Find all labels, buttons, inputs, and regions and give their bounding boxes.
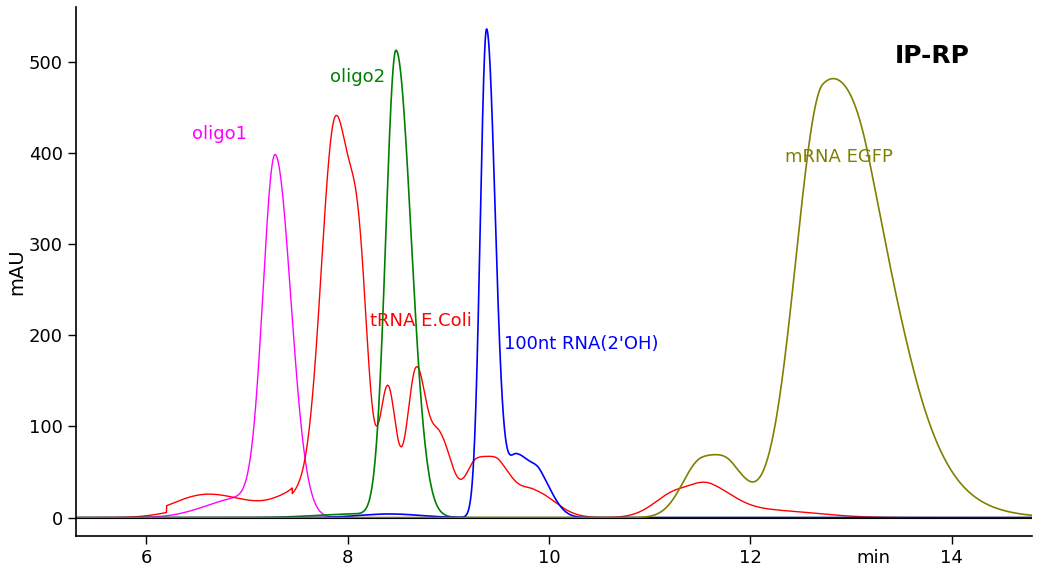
Text: mRNA EGFP: mRNA EGFP [785, 148, 894, 166]
Text: min: min [856, 549, 890, 567]
Text: tRNA E.Coli: tRNA E.Coli [370, 312, 472, 330]
Text: 100nt RNA(2'OH): 100nt RNA(2'OH) [504, 335, 658, 353]
Text: oligo2: oligo2 [329, 68, 384, 86]
Text: oligo1: oligo1 [191, 125, 246, 143]
Y-axis label: mAU: mAU [7, 248, 26, 294]
Text: IP-RP: IP-RP [895, 44, 970, 68]
